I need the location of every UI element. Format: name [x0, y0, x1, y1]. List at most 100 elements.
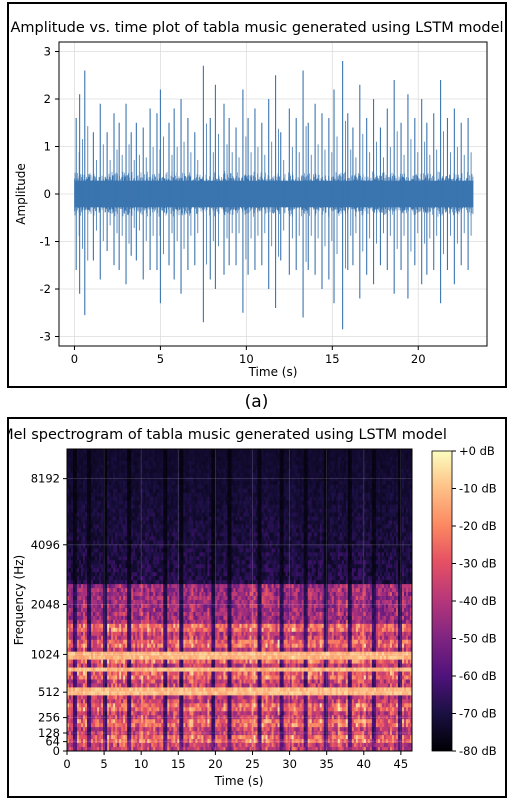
spectrogram-cell [89, 496, 92, 501]
spectrogram-cell [161, 524, 164, 529]
spectrogram-cell [165, 524, 168, 529]
spectrogram-cell [191, 631, 194, 637]
spectrogram-cell [157, 687, 160, 692]
spectrogram-cell [163, 715, 166, 720]
spectrogram-cell [113, 480, 116, 486]
spectrogram-cell [187, 576, 190, 581]
spectrogram-cell [109, 556, 112, 561]
spectrogram-cell [107, 500, 110, 505]
spectrogram-cell [105, 723, 108, 728]
spectrogram-cell [143, 600, 146, 605]
spectrogram-cell [99, 600, 102, 605]
spectrogram-cell [169, 699, 172, 704]
spectrogram-cell [87, 639, 90, 645]
spectrogram-cell [81, 568, 84, 573]
spectrogram-cell [103, 743, 106, 748]
spectrogram-cell [73, 619, 76, 625]
spectrogram-cell [139, 627, 142, 633]
spectrogram-cell [83, 584, 86, 589]
spectrogram-cell [137, 627, 140, 633]
spectrogram-cell [193, 588, 196, 593]
spectrogram-cell [111, 739, 114, 744]
spectrogram-cell [81, 524, 84, 529]
spectrogram-cell [145, 488, 148, 494]
spectrogram-cell [71, 456, 74, 462]
spectrogram-cell [135, 627, 138, 633]
spectrogram-cell [119, 536, 122, 541]
spectrogram-cell [183, 560, 186, 565]
spectrogram-cell [77, 635, 80, 641]
spectrogram-cell [177, 719, 180, 724]
spectrogram-cell [113, 659, 116, 664]
spectrogram-cell [169, 735, 172, 740]
spectrogram-cell [125, 611, 128, 617]
spectrogram-cell [87, 663, 90, 668]
spectrogram-cell [149, 592, 152, 597]
spectrogram-cell [137, 456, 140, 462]
spectrogram-cell [73, 703, 76, 708]
spectrogram-cell [141, 643, 144, 648]
spectrogram-cell [107, 508, 110, 513]
spectrogram-cell [161, 647, 164, 652]
spectrogram-cell [155, 735, 158, 740]
spectrogram-cell [95, 592, 98, 597]
spectrogram-cell [145, 675, 148, 680]
spectrogram-cell [169, 592, 172, 597]
spectrogram-cell [113, 456, 116, 462]
spectrogram-cell [121, 631, 124, 637]
spectrogram-cell [131, 588, 134, 593]
spectrogram-cell [75, 663, 78, 668]
spectrogram-cell [151, 500, 154, 505]
spectrogram-cell [93, 536, 96, 541]
spectrogram-cell [149, 715, 152, 720]
spectrogram-cell [151, 528, 154, 533]
spectrogram-cell [183, 603, 186, 609]
spectrogram-cell [161, 603, 164, 609]
spectrogram-cell [83, 508, 86, 513]
spectrogram-cell [95, 639, 98, 645]
spectrogram-cell [85, 496, 88, 501]
spectrogram-cell [97, 683, 100, 688]
spectrogram-cell [125, 600, 128, 605]
spectrogram-cell [93, 580, 96, 585]
spectrogram-cell [169, 468, 172, 474]
spectrogram-cell [105, 651, 108, 656]
spectrogram-cell [123, 723, 126, 728]
spectrogram-cell [193, 552, 196, 557]
spectrogram-cell [145, 480, 148, 486]
spectrogram-cell [67, 560, 70, 565]
spectrogram-cell [183, 723, 186, 728]
spectrogram-cell [169, 576, 172, 581]
spectrogram-cell [73, 496, 76, 501]
spectrogram-cell [149, 476, 152, 482]
spectrogram-cell [173, 643, 176, 648]
spectrogram-cell [117, 588, 120, 593]
spectrogram-cell [157, 500, 160, 505]
spectrogram-cell [109, 703, 112, 708]
spectrogram-cell [67, 452, 70, 458]
spectrogram-cell [147, 584, 150, 589]
spectrogram-cell [143, 552, 146, 557]
spectrogram-cell [119, 675, 122, 680]
spectrogram-cell [89, 627, 92, 633]
spectrogram-cell [191, 647, 194, 652]
spectrogram-cell [157, 651, 160, 656]
spectrogram-cell [149, 675, 152, 680]
spectrogram-cell [71, 659, 74, 664]
spectrogram-cell [81, 452, 84, 458]
spectrogram-cell [173, 548, 176, 553]
spectrogram-cell [171, 464, 174, 470]
spectrogram-cell [161, 695, 164, 700]
spectrogram-cell [73, 683, 76, 688]
spectrogram-cell [117, 667, 120, 672]
spectrogram-cell [153, 695, 156, 700]
spectrogram-cell [143, 699, 146, 704]
spectrogram-cell [163, 460, 166, 466]
spectrogram-cell [159, 747, 162, 752]
spectrogram-cell [125, 524, 128, 529]
spectrogram-cell [103, 504, 106, 509]
spectrogram-cell [129, 532, 132, 537]
spectrogram-cell [125, 647, 128, 652]
spectrogram-cell [169, 584, 172, 589]
spectrogram-cell [153, 743, 156, 748]
